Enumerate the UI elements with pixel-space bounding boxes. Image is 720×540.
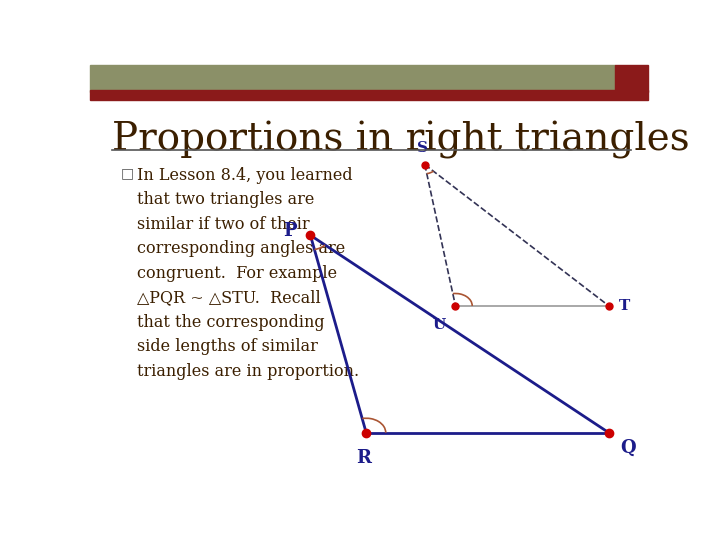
Text: congruent.  For example: congruent. For example — [138, 265, 338, 282]
Text: side lengths of similar: side lengths of similar — [138, 339, 318, 355]
Bar — [90, 90, 648, 100]
Text: △PQR ~ △STU.  Recall: △PQR ~ △STU. Recall — [138, 289, 321, 306]
Text: R: R — [356, 449, 371, 468]
Text: corresponding angles are: corresponding angles are — [138, 240, 346, 257]
Bar — [615, 65, 648, 92]
Bar — [90, 65, 615, 92]
Text: T: T — [619, 299, 630, 313]
Text: similar if two of their: similar if two of their — [138, 216, 310, 233]
Text: that two triangles are: that two triangles are — [138, 191, 315, 208]
Text: In Lesson 8.4, you learned: In Lesson 8.4, you learned — [138, 167, 353, 184]
Text: triangles are in proportion.: triangles are in proportion. — [138, 363, 359, 380]
Text: Proportions in right triangles: Proportions in right triangles — [112, 121, 690, 159]
Text: Q: Q — [620, 439, 636, 457]
Text: that the corresponding: that the corresponding — [138, 314, 325, 331]
Text: S: S — [416, 141, 428, 156]
Text: U: U — [432, 319, 446, 333]
Text: P: P — [283, 222, 297, 240]
Text: □: □ — [121, 167, 134, 181]
